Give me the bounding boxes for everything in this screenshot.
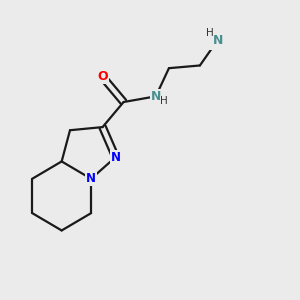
Text: N: N	[111, 151, 121, 164]
Text: H: H	[160, 96, 168, 106]
Text: O: O	[97, 70, 108, 83]
Text: N: N	[86, 172, 96, 185]
Text: H: H	[206, 28, 213, 38]
Text: N: N	[86, 172, 96, 185]
Text: N: N	[212, 34, 223, 46]
Text: N: N	[151, 90, 161, 103]
